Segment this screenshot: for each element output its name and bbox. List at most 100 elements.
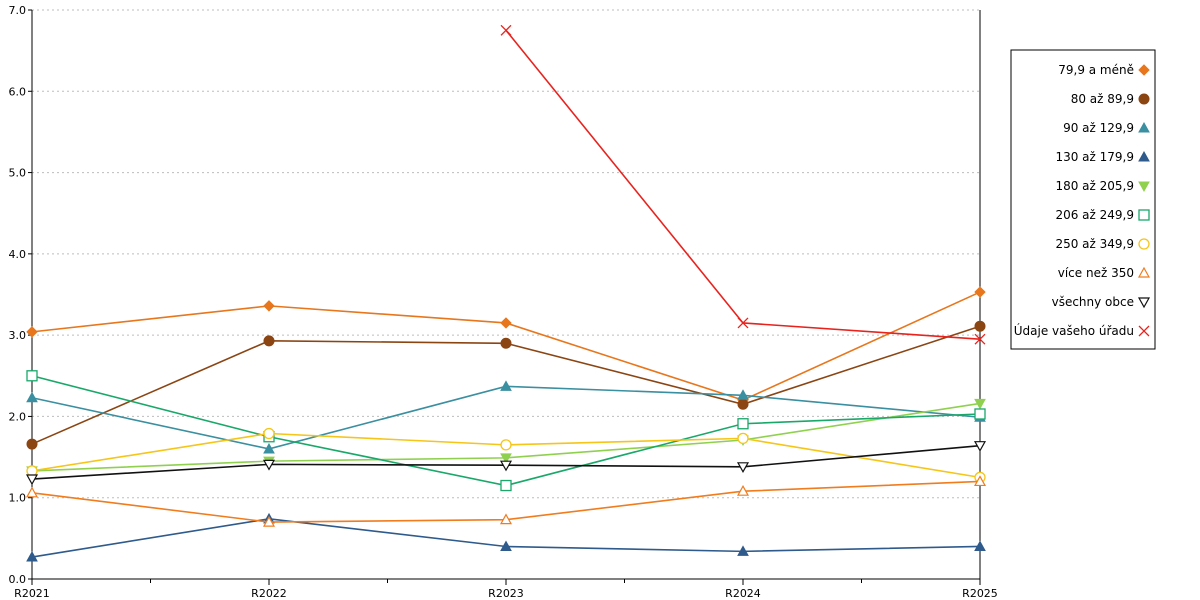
data-point [26, 326, 38, 338]
data-point [1138, 238, 1150, 250]
legend-item: 80 až 89,9 [1071, 92, 1150, 106]
legend-item: více než 350 [1058, 266, 1151, 280]
data-point [500, 540, 512, 551]
series-7 [25, 475, 987, 527]
data-point [737, 545, 749, 556]
legend-label: 130 až 179,9 [1055, 150, 1134, 164]
data-point [499, 460, 513, 472]
legend-item: 180 až 205,9 [1055, 179, 1150, 193]
legend-item: Údaje vašeho úřadu [1014, 323, 1150, 338]
data-point [737, 389, 749, 400]
data-point [737, 432, 749, 445]
data-point [499, 513, 513, 525]
series-line [31, 518, 981, 558]
grid-lines [32, 9, 980, 499]
data-point [973, 441, 987, 452]
legend-label: 180 až 205,9 [1055, 179, 1134, 193]
data-point [973, 475, 987, 487]
x-tick-label: R2025 [962, 587, 998, 600]
x-tick-label: R2022 [251, 587, 287, 600]
data-point [500, 439, 512, 451]
y-tick-label: 1.0 [9, 492, 27, 505]
y-tick-label: 4.0 [9, 248, 27, 261]
data-point [1138, 93, 1150, 105]
legend-label: všechny obce [1052, 295, 1134, 309]
data-point [25, 486, 39, 498]
data-point [262, 459, 276, 471]
data-point [1137, 266, 1151, 278]
legend-label: 90 až 129,9 [1063, 121, 1134, 135]
x-tick-label: R2021 [14, 587, 50, 600]
x-marker-stroke [500, 24, 512, 36]
x-tick-label: R2023 [488, 587, 524, 600]
data-point [1138, 121, 1150, 133]
data-point [26, 370, 38, 382]
data-point [974, 408, 986, 420]
data-point [736, 462, 750, 474]
legend-item: 90 až 129,9 [1063, 121, 1150, 135]
legend-item: 130 až 179,9 [1055, 150, 1150, 164]
legend-label: 250 až 349,9 [1055, 237, 1134, 251]
legend-label: Údaje vašeho úřadu [1014, 323, 1134, 338]
data-point [500, 24, 512, 36]
y-tick-label: 7.0 [9, 4, 27, 17]
series-5 [26, 370, 986, 492]
y-tick-label: 3.0 [9, 329, 27, 342]
data-point [263, 300, 275, 312]
x-tick-label: R2024 [725, 587, 761, 600]
data-point [500, 453, 512, 464]
x-marker-stroke [974, 333, 986, 345]
data-point [26, 438, 38, 450]
y-tick-label: 6.0 [9, 85, 27, 98]
legend-label: 80 až 89,9 [1071, 92, 1134, 106]
y-tick-label: 2.0 [9, 410, 27, 423]
x-marker-stroke [737, 317, 749, 329]
data-point [1138, 325, 1150, 337]
data-point [26, 551, 38, 562]
data-point [737, 398, 749, 410]
series-line [505, 29, 981, 341]
data-point [736, 484, 750, 496]
data-point [737, 418, 749, 430]
data-point [974, 286, 986, 298]
series-layer [25, 24, 987, 562]
series-1 [26, 320, 986, 450]
legend-item: 206 až 249,9 [1055, 208, 1150, 222]
legend-item: všechny obce [1052, 295, 1151, 309]
data-point [974, 398, 986, 410]
legend: 79,9 a méně 80 až 89,9 90 až 129,9 130 až 1… [1010, 49, 1156, 350]
series-8 [25, 441, 987, 486]
data-point [1138, 209, 1150, 221]
series-9 [500, 24, 986, 345]
data-point [263, 427, 275, 440]
legend-item: 79,9 a méně [1058, 63, 1150, 77]
data-point [974, 540, 986, 551]
y-tick-label: 0.0 [9, 573, 27, 586]
data-point [500, 337, 512, 349]
data-point [737, 317, 749, 329]
data-point [262, 515, 276, 527]
data-point [25, 474, 39, 486]
legend-label: 206 až 249,9 [1055, 208, 1134, 222]
data-point [263, 442, 275, 454]
x-marker-stroke [1138, 325, 1150, 337]
data-point [974, 333, 986, 345]
data-point [1138, 64, 1150, 76]
data-point [974, 320, 986, 332]
data-point [500, 479, 512, 492]
legend-label: 79,9 a méně [1058, 63, 1134, 77]
data-point [1138, 150, 1150, 162]
data-point [1138, 181, 1150, 193]
data-point [263, 335, 275, 347]
legend-item: 250 až 349,9 [1055, 237, 1150, 251]
legend-label: více než 350 [1058, 266, 1134, 280]
series-0 [26, 286, 986, 406]
data-point [26, 391, 38, 403]
data-point [1137, 297, 1151, 309]
legend-box [1010, 49, 1156, 350]
axes: 0.0 1.0 2.0 3.0 4.0 5.0 6.0 7.0 R2021 R2022 R2023 R… [9, 4, 998, 600]
data-point [500, 380, 512, 391]
data-point [500, 317, 512, 329]
series-2 [26, 380, 986, 454]
